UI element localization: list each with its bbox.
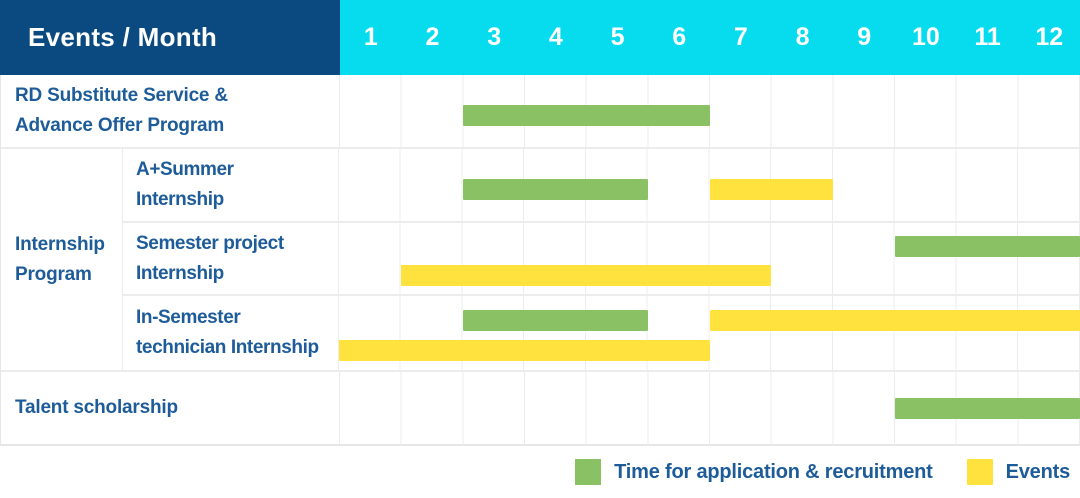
- legend-item-recruitment: Time for application & recruitment: [575, 459, 932, 485]
- table-row: Talent scholarship: [1, 370, 1080, 444]
- legend: Time for application & recruitment Event…: [0, 446, 1080, 498]
- gantt-body: RD Substitute Service & Advance Offer Pr…: [0, 75, 1080, 446]
- month-header-11: 11: [957, 0, 1019, 75]
- table-row: A+Summer Internship: [123, 149, 1080, 221]
- bar-recruitment: [463, 105, 710, 126]
- bar-events: [710, 179, 834, 200]
- events-month-header-cell: Events / Month: [0, 0, 340, 75]
- month-header-3: 3: [463, 0, 525, 75]
- timeline-track-a-plus-summer: [339, 149, 1080, 221]
- legend-swatch-events-icon: [967, 459, 993, 485]
- month-header-6: 6: [648, 0, 710, 75]
- table-row: In-Semester technician Internship: [123, 294, 1080, 370]
- row-label-in-semester-technician: In-Semester technician Internship: [123, 296, 339, 370]
- month-header-1: 1: [340, 0, 402, 75]
- table-row: RD Substitute Service & Advance Offer Pr…: [1, 75, 1080, 147]
- timeline-track-rd-substitute: [340, 75, 1080, 147]
- legend-item-events: Events: [967, 459, 1070, 485]
- month-header-5: 5: [587, 0, 649, 75]
- month-header-8: 8: [772, 0, 834, 75]
- internship-program-group: Internship Program A+Summer Internship S…: [1, 147, 1080, 370]
- legend-label-events: Events: [1006, 461, 1070, 484]
- row-label-rd-substitute: RD Substitute Service & Advance Offer Pr…: [1, 75, 340, 147]
- timeline-track-in-semester-technician: [339, 296, 1080, 372]
- month-header-2: 2: [402, 0, 464, 75]
- bar-events: [710, 310, 1080, 331]
- table-header-row: Events / Month 1 2 3 4 5 6 7 8 9 10 11 1…: [0, 0, 1080, 75]
- timeline-track-talent-scholarship: [340, 372, 1080, 446]
- bar-recruitment: [463, 179, 648, 200]
- month-axis: 1 2 3 4 5 6 7 8 9 10 11 12: [340, 0, 1080, 75]
- month-header-9: 9: [833, 0, 895, 75]
- row-label-a-plus-summer: A+Summer Internship: [123, 149, 339, 221]
- month-header-12: 12: [1018, 0, 1080, 75]
- month-header-7: 7: [710, 0, 772, 75]
- bar-events: [401, 265, 772, 286]
- month-header-4: 4: [525, 0, 587, 75]
- row-label-talent-scholarship: Talent scholarship: [1, 372, 340, 444]
- bar-recruitment: [463, 310, 648, 331]
- timeline-track-semester-project: [339, 223, 1080, 296]
- table-row: Semester project Internship: [123, 221, 1080, 294]
- group-label-internship-program: Internship Program: [1, 149, 123, 370]
- legend-label-recruitment: Time for application & recruitment: [614, 461, 932, 484]
- row-label-semester-project: Semester project Internship: [123, 223, 339, 294]
- bar-recruitment: [895, 236, 1080, 257]
- bar-events: [339, 340, 710, 361]
- month-header-10: 10: [895, 0, 957, 75]
- legend-swatch-recruitment-icon: [575, 459, 601, 485]
- bar-recruitment: [895, 398, 1080, 419]
- internship-program-rows: A+Summer Internship Semester project Int…: [123, 149, 1080, 370]
